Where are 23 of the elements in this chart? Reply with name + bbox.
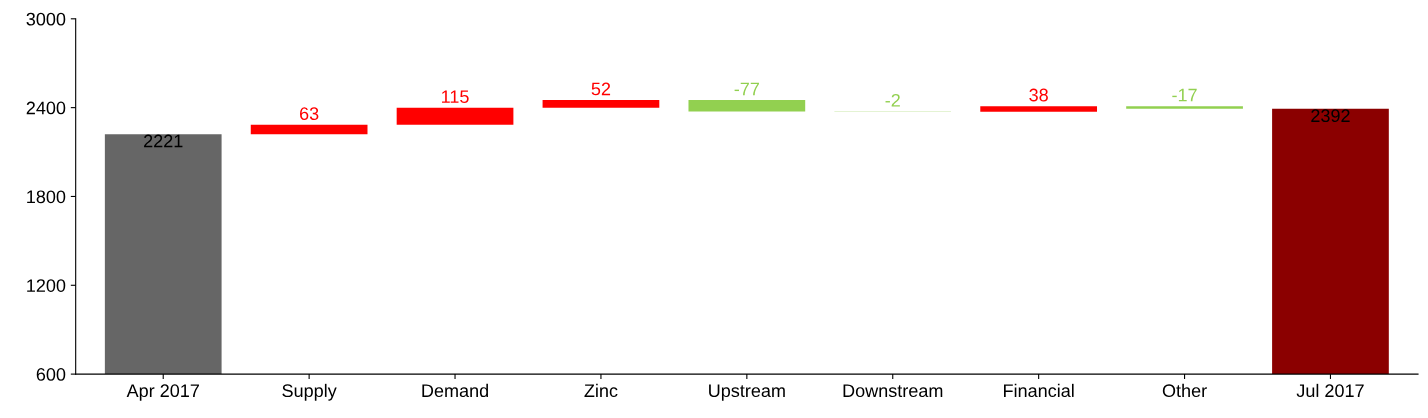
data-label: 52 <box>591 82 611 96</box>
y-tick-label: 2400 <box>26 101 66 115</box>
y-tick-label: 3000 <box>26 12 66 26</box>
x-tick-label: Supply <box>282 383 337 401</box>
y-tick-label: 600 <box>36 368 66 381</box>
x-tick-label: Apr 2017 <box>126 384 199 401</box>
x-tick-label: Downstream <box>843 384 943 398</box>
data-label: -77 <box>734 82 759 96</box>
data-label: -2 <box>885 93 900 107</box>
data-label: -17 <box>1172 88 1197 102</box>
data-label: 38 <box>1029 88 1048 102</box>
data-label: 2221 <box>144 134 183 148</box>
data-label: 115 <box>442 90 469 104</box>
x-tick-label: Zinc <box>584 383 618 398</box>
x-tick-label: Financial <box>1004 383 1074 398</box>
x-tick-label: Jul 2017 <box>1296 383 1364 398</box>
x-tick-label: Demand <box>422 383 488 398</box>
x-tick-label: Other <box>1162 383 1207 398</box>
data-label: 63 <box>300 107 319 121</box>
y-tick-label: 1800 <box>27 190 66 204</box>
y-tick-label: 1200 <box>27 279 66 293</box>
x-tick-label: Upstream <box>709 384 785 401</box>
data-label: 2392 <box>1311 109 1350 123</box>
